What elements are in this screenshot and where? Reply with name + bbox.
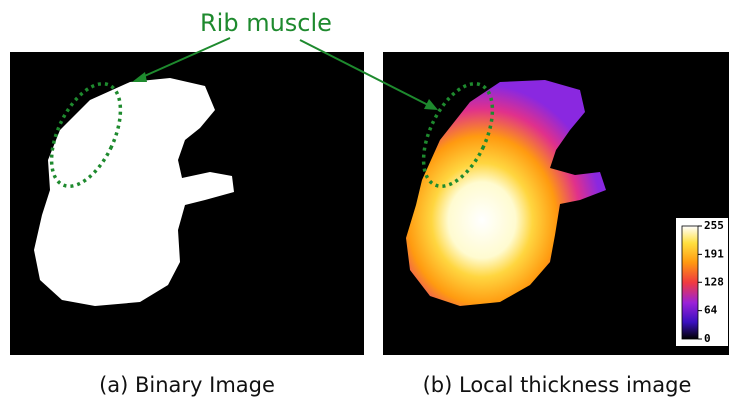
colorbar [682,226,698,339]
caption-a: (a) Binary Image [99,373,275,397]
colorbar-tick-label: 64 [704,304,718,317]
colorbar-ramp [682,226,698,339]
colorbar-tick-label: 0 [704,332,711,345]
colorbar-tick-label: 255 [704,219,724,232]
colorbar-tick-label: 128 [704,275,724,288]
figure: Rib muscle (a) Binary Image (b) Local th… [0,0,737,402]
annotation: Rib muscle [200,9,332,37]
colorbar-tick-label: 191 [704,247,724,260]
caption-b: (b) Local thickness image [423,373,692,397]
